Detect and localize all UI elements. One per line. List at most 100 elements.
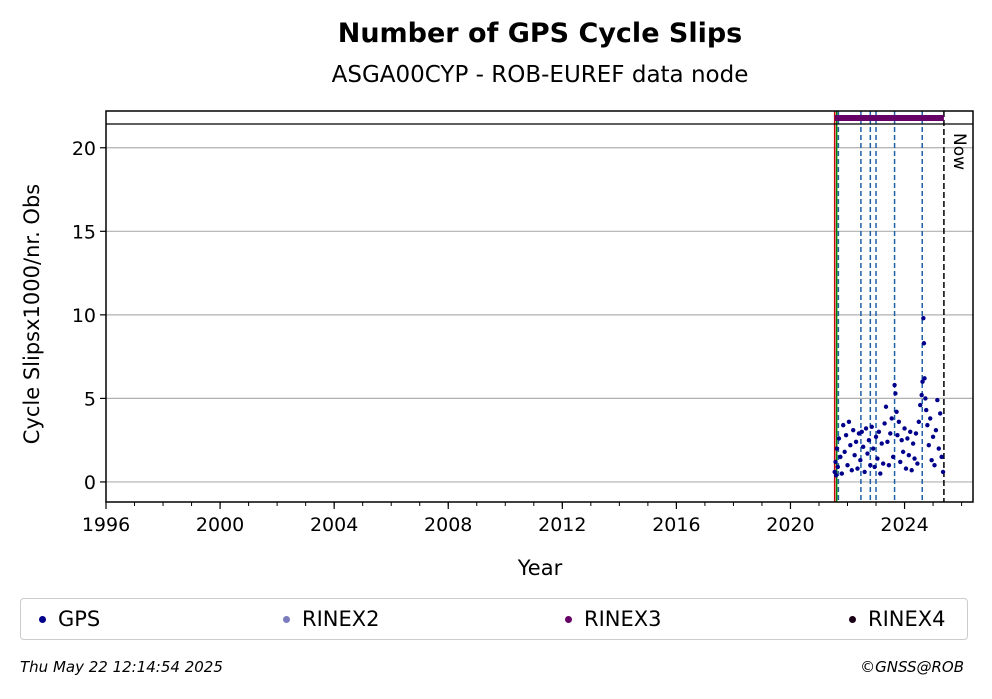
data-point <box>893 391 898 396</box>
data-point <box>859 429 864 435</box>
data-point <box>852 453 857 458</box>
data-point <box>858 458 863 463</box>
x-tick-label: 2008 <box>424 514 472 536</box>
data-point <box>902 426 907 431</box>
y-tick-label: 5 <box>84 388 96 410</box>
data-point <box>843 432 849 438</box>
data-point <box>839 471 845 476</box>
data-point <box>892 382 897 388</box>
data-point <box>841 422 846 428</box>
data-point <box>916 419 922 424</box>
now-label: Now <box>949 133 969 170</box>
data-point <box>923 396 928 401</box>
data-point <box>895 432 900 438</box>
data-point <box>836 436 842 441</box>
data-point <box>933 427 939 433</box>
data-point <box>929 458 934 463</box>
data-point <box>872 464 877 470</box>
x-tick-label: 2024 <box>880 514 928 536</box>
legend-marker-rinex2 <box>283 615 290 623</box>
data-point <box>890 454 896 460</box>
data-point <box>883 404 889 409</box>
legend-label-rinex3: RINEX3 <box>584 607 662 631</box>
data-point <box>920 379 925 384</box>
plot-frame <box>105 110 974 503</box>
data-point <box>855 466 860 471</box>
data-point <box>868 463 873 468</box>
data-point <box>860 444 866 450</box>
legend-item-rinex4: RINEX4 <box>849 599 946 639</box>
legend-item-gps: GPS <box>39 599 100 639</box>
data-point <box>898 459 903 465</box>
legend-marker-rinex3 <box>565 615 572 623</box>
legend-label-rinex2: RINEX2 <box>302 607 380 631</box>
chart-subtitle: ASGA00CYP - ROB-EUREF data node <box>332 62 749 88</box>
data-point <box>918 402 923 408</box>
legend: GPS RINEX2 RINEX3 RINEX4 <box>20 598 968 640</box>
data-point <box>878 471 883 476</box>
data-point <box>903 466 909 471</box>
data-points <box>832 315 946 478</box>
data-point <box>919 392 924 398</box>
data-point <box>940 469 946 475</box>
grid-lines <box>106 147 973 483</box>
data-point <box>848 442 853 448</box>
x-axis-label: Year <box>517 556 563 580</box>
data-point <box>870 446 876 451</box>
x-tick-label: 2016 <box>652 514 700 536</box>
y-tick-label: 20 <box>72 138 96 160</box>
y-tick-label: 10 <box>72 305 96 327</box>
data-point <box>900 449 906 455</box>
chart-area: Number of GPS Cycle Slips ASGA00CYP - RO… <box>20 18 974 580</box>
data-point <box>908 429 913 435</box>
data-point <box>894 409 899 414</box>
rinex-band <box>106 115 973 125</box>
legend-label-rinex4: RINEX4 <box>868 607 946 631</box>
data-point <box>921 315 926 321</box>
legend-marker-rinex4 <box>849 615 856 623</box>
data-point <box>915 461 920 466</box>
x-tick-label: 2004 <box>310 514 358 536</box>
data-point <box>885 439 890 445</box>
data-point <box>930 434 936 440</box>
data-point <box>932 463 937 468</box>
data-point <box>863 426 869 431</box>
data-point <box>846 419 852 424</box>
legend-item-rinex3: RINEX3 <box>565 599 662 639</box>
data-point <box>925 422 930 428</box>
x-tick-label: 1996 <box>82 514 130 536</box>
data-point <box>880 461 886 466</box>
data-point <box>838 454 843 460</box>
data-point <box>905 436 910 441</box>
legend-label-gps: GPS <box>58 607 101 631</box>
data-point <box>834 446 840 451</box>
data-point <box>926 442 931 448</box>
data-point <box>835 464 841 470</box>
y-tick-label: 0 <box>84 472 96 494</box>
data-point <box>833 473 839 478</box>
footer-credit: ©GNSS@ROB <box>860 658 964 676</box>
data-point <box>845 463 850 468</box>
data-point <box>912 456 917 461</box>
data-point <box>913 431 919 436</box>
y-tick-label: 15 <box>72 221 96 243</box>
data-point <box>876 429 882 435</box>
data-point <box>896 419 902 424</box>
axes: 0 5 10 15 20 1996 2000 2004 2008 2012 2016 2020 2024 <box>72 138 963 536</box>
data-point <box>873 434 879 440</box>
event-lines <box>833 111 945 502</box>
data-point <box>936 446 941 451</box>
data-point <box>865 451 870 456</box>
data-point <box>899 437 904 443</box>
data-point <box>886 463 892 468</box>
y-axis-label: Cycle Slipsx1000/nr. Obs <box>20 184 44 444</box>
data-point <box>851 427 856 433</box>
data-point <box>935 397 940 403</box>
chart-title: Number of GPS Cycle Slips <box>338 18 743 49</box>
x-tick-label: 2020 <box>766 514 814 536</box>
data-point <box>889 416 894 421</box>
data-point <box>866 437 872 443</box>
data-point <box>924 407 929 413</box>
data-point <box>862 469 867 475</box>
data-point <box>849 468 854 473</box>
